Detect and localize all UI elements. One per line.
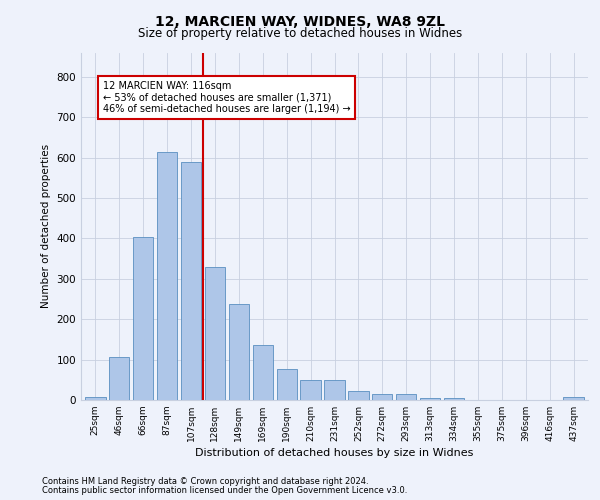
Bar [444,398,464,400]
Text: 12, MARCIEN WAY, WIDNES, WA8 9ZL: 12, MARCIEN WAY, WIDNES, WA8 9ZL [155,15,445,29]
Bar [133,237,154,400]
Bar [229,304,249,400]
Bar [325,380,344,400]
Bar [157,152,177,400]
Bar [253,344,273,400]
Bar [420,398,440,400]
Bar [563,397,584,400]
Bar [396,394,416,400]
Bar [85,397,106,400]
Bar [348,390,368,400]
Text: Size of property relative to detached houses in Widnes: Size of property relative to detached ho… [138,28,462,40]
Y-axis label: Number of detached properties: Number of detached properties [41,144,51,308]
X-axis label: Distribution of detached houses by size in Widnes: Distribution of detached houses by size … [196,448,473,458]
Text: Contains HM Land Registry data © Crown copyright and database right 2024.: Contains HM Land Registry data © Crown c… [42,477,368,486]
Text: Contains public sector information licensed under the Open Government Licence v3: Contains public sector information licen… [42,486,407,495]
Bar [181,162,201,400]
Text: 12 MARCIEN WAY: 116sqm
← 53% of detached houses are smaller (1,371)
46% of semi-: 12 MARCIEN WAY: 116sqm ← 53% of detached… [103,81,350,114]
Bar [277,370,297,400]
Bar [109,357,130,400]
Bar [372,394,392,400]
Bar [205,266,225,400]
Bar [301,380,321,400]
